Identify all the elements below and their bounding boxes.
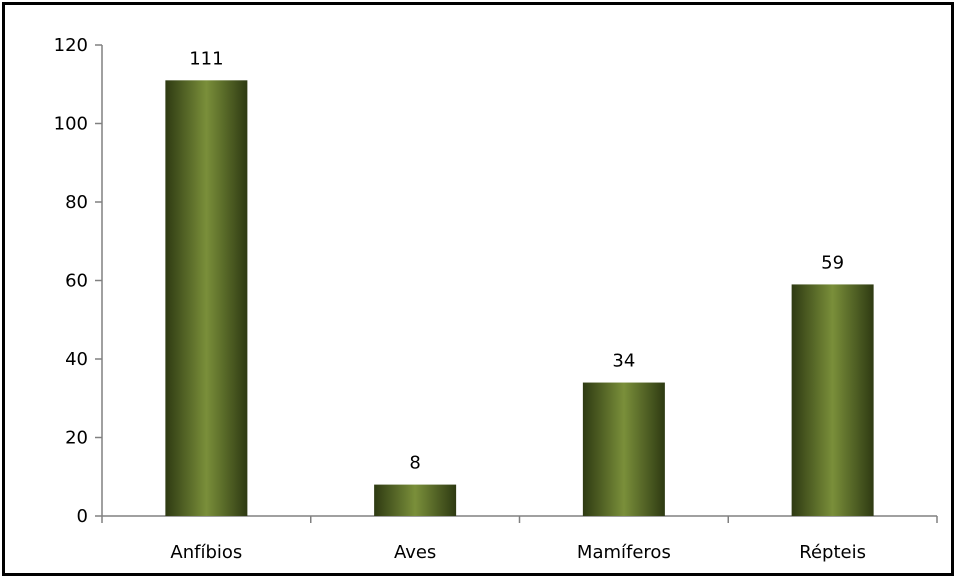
bar-répteis	[791, 284, 874, 516]
bars	[165, 80, 874, 516]
y-tick-label: 60	[65, 271, 88, 292]
data-label: 111	[189, 48, 223, 69]
x-category-label: Mamíferos	[577, 542, 671, 563]
bar-chart: 0 20 40 60 80 100 120 111 Anfíbios 8 Aves 34 Mamífe…	[54, 35, 938, 563]
labels: 111 Anfíbios 8 Aves 34 Mamíferos 59 Répteis	[170, 48, 866, 563]
y-tick-label: 120	[54, 35, 88, 56]
data-label: 34	[612, 351, 635, 372]
x-category-label: Anfíbios	[170, 542, 242, 563]
y-tick-label: 80	[65, 192, 88, 213]
y-tick-label: 0	[77, 506, 88, 527]
bar-aves	[374, 484, 457, 516]
x-category-label: Aves	[394, 542, 436, 563]
data-label: 8	[409, 453, 420, 474]
y-tick-label: 20	[65, 428, 88, 449]
x-category-label: Répteis	[799, 542, 866, 563]
y-tick-label: 100	[54, 114, 88, 135]
data-label: 59	[821, 252, 844, 273]
bar-mamíferos	[582, 382, 665, 516]
bar-anfíbios	[165, 80, 248, 516]
y-tick-label: 40	[65, 349, 88, 370]
